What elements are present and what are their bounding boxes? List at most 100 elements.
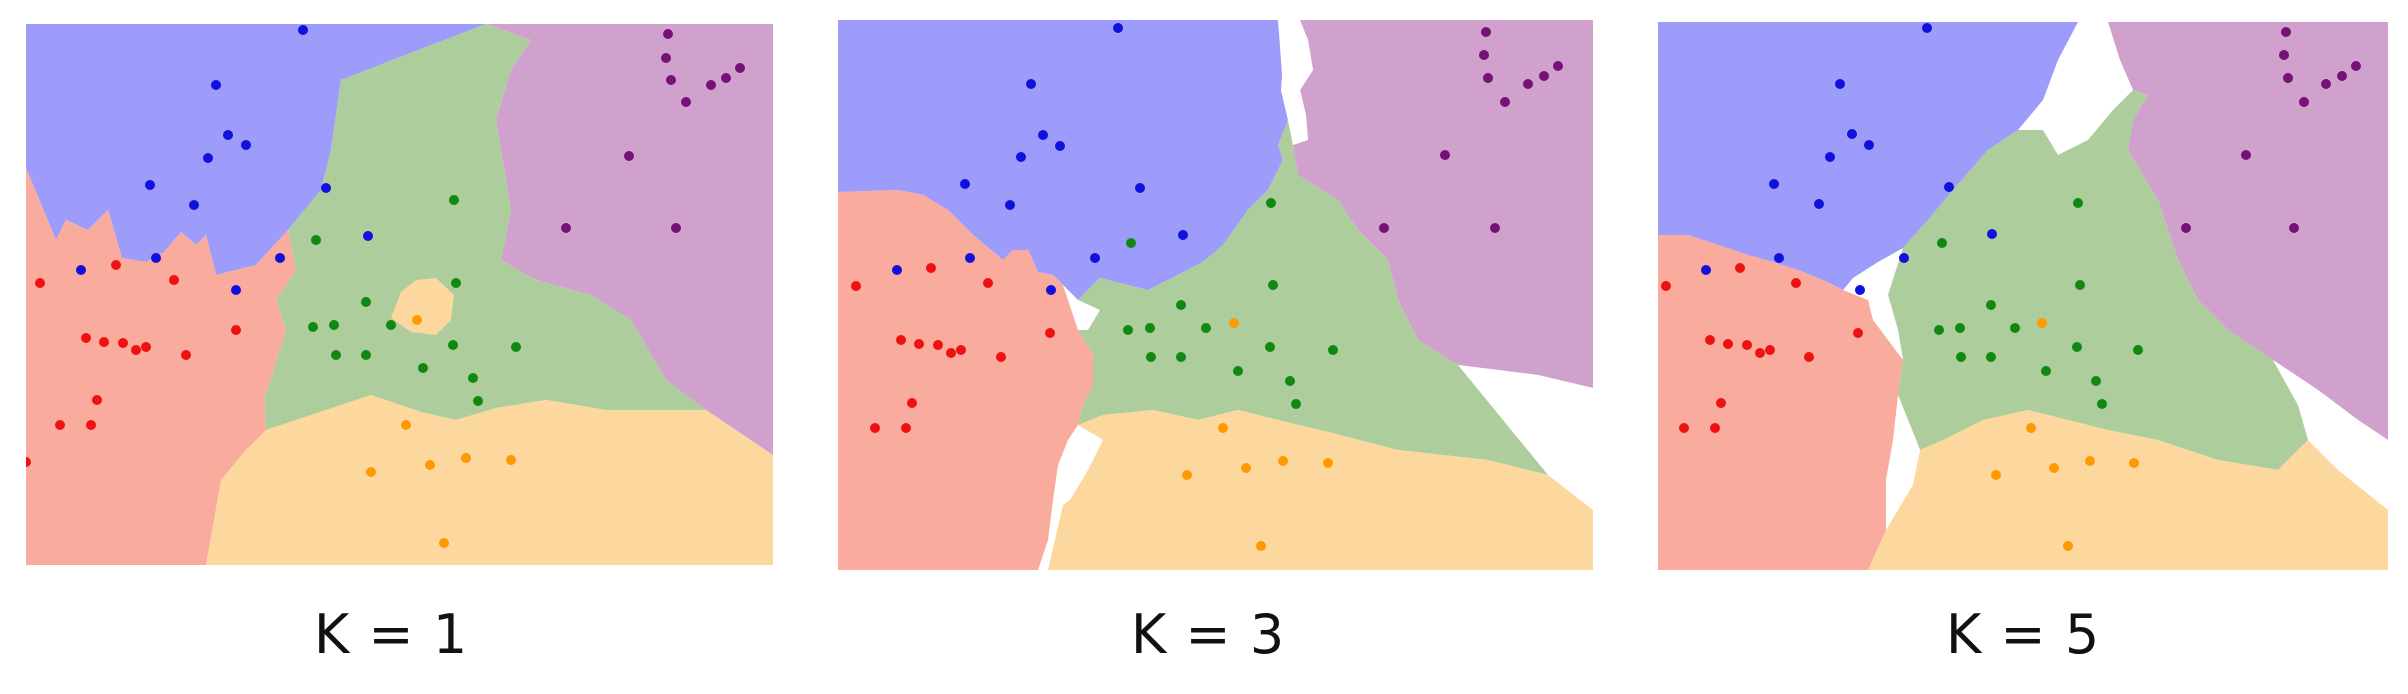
points-green — [1934, 198, 2143, 409]
point-green — [1268, 280, 1278, 290]
point-green — [1937, 238, 1947, 248]
region-purple — [1293, 20, 1593, 388]
region-gap — [1458, 365, 1593, 440]
point-green — [1233, 366, 1243, 376]
point-blue — [1769, 179, 1779, 189]
point-red — [181, 350, 191, 360]
panel-k5: K = 5 — [1658, 0, 2408, 694]
panel-label: K = 5 — [1945, 603, 2101, 666]
region-blue — [1658, 22, 2078, 290]
point-green — [361, 350, 371, 360]
point-green — [2097, 399, 2107, 409]
point-blue — [321, 183, 331, 193]
region-purple — [486, 24, 773, 455]
point-purple — [2351, 61, 2361, 71]
point-green — [331, 350, 341, 360]
point-red — [1765, 345, 1775, 355]
panel-label: K = 3 — [1130, 603, 1286, 666]
point-green — [1126, 238, 1136, 248]
region-gap — [2043, 22, 2133, 155]
point-red — [81, 333, 91, 343]
point-green — [448, 340, 458, 350]
region-gap — [1278, 20, 1313, 90]
region-orange-island — [391, 278, 454, 335]
point-purple — [681, 97, 691, 107]
point-green — [2075, 280, 2085, 290]
point-red — [1755, 348, 1765, 358]
point-purple — [1553, 61, 1563, 71]
region-red — [1658, 235, 1903, 570]
point-purple — [2281, 27, 2291, 37]
point-red — [1710, 423, 1720, 433]
point-purple — [666, 75, 676, 85]
point-blue — [1944, 182, 1954, 192]
point-green — [386, 320, 396, 330]
point-red — [1045, 328, 1055, 338]
point-purple — [661, 53, 671, 63]
point-purple — [1440, 150, 1450, 160]
point-purple — [1539, 71, 1549, 81]
point-purple — [1483, 73, 1493, 83]
point-purple — [561, 223, 571, 233]
point-green — [1176, 300, 1186, 310]
point-blue — [1701, 265, 1711, 275]
point-green — [1201, 323, 1211, 333]
point-purple — [2289, 223, 2299, 233]
point-purple — [1490, 223, 1500, 233]
point-blue — [203, 153, 213, 163]
point-green — [1986, 352, 1996, 362]
point-orange — [2026, 423, 2036, 433]
point-red — [946, 348, 956, 358]
point-green — [329, 320, 339, 330]
point-blue — [1847, 129, 1857, 139]
point-red — [92, 395, 102, 405]
point-red — [901, 423, 911, 433]
point-blue — [1038, 130, 1048, 140]
point-purple — [624, 151, 634, 161]
point-red — [35, 278, 45, 288]
points-purple — [561, 29, 745, 233]
points-green — [308, 195, 521, 406]
point-red — [141, 342, 151, 352]
region-blue — [26, 24, 486, 275]
point-orange — [1229, 318, 1239, 328]
points-red — [1661, 263, 1863, 433]
point-orange — [461, 453, 471, 463]
points-blue — [1701, 23, 1997, 295]
points-red — [851, 263, 1055, 433]
region-gap — [1281, 90, 1308, 145]
point-blue — [151, 253, 161, 263]
point-green — [511, 342, 521, 352]
point-blue — [1835, 79, 1845, 89]
region-red — [26, 168, 296, 565]
point-blue — [298, 25, 308, 35]
point-purple — [721, 73, 731, 83]
point-blue — [1026, 79, 1036, 89]
point-green — [2133, 345, 2143, 355]
point-green — [1146, 352, 1156, 362]
point-red — [1716, 398, 1726, 408]
point-red — [131, 345, 141, 355]
point-blue — [1814, 199, 1824, 209]
point-purple — [1523, 79, 1533, 89]
point-purple — [2299, 97, 2309, 107]
point-red — [26, 457, 31, 467]
point-orange — [401, 420, 411, 430]
point-green — [1123, 325, 1133, 335]
region-gap — [2273, 360, 2388, 470]
point-orange — [366, 467, 376, 477]
point-purple — [2337, 71, 2347, 81]
point-purple — [1481, 27, 1491, 37]
point-green — [1291, 399, 1301, 409]
point-green — [1328, 345, 1338, 355]
region-red — [838, 190, 1093, 570]
point-green — [1266, 198, 1276, 208]
point-purple — [1479, 50, 1489, 60]
point-blue — [76, 265, 86, 275]
point-green — [1934, 325, 1944, 335]
point-orange — [1278, 456, 1288, 466]
points-purple — [1379, 27, 1563, 233]
point-orange — [1241, 463, 1251, 473]
decision-region-plot-k1 — [26, 24, 773, 565]
point-blue — [965, 253, 975, 263]
